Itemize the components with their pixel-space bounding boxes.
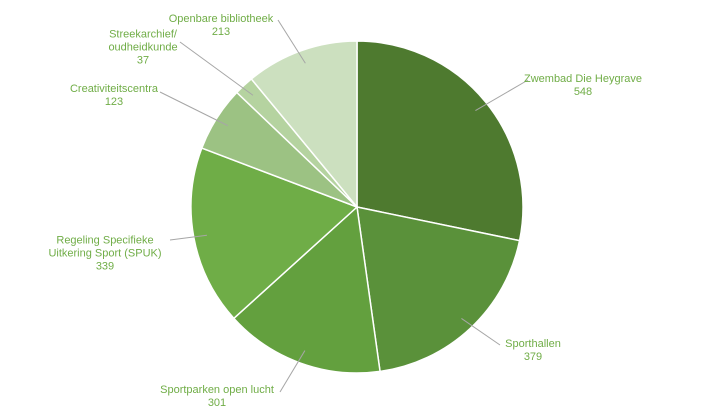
leader-line [179, 41, 254, 96]
leader-line [277, 19, 306, 64]
category-label: Creativiteitscentra [69, 83, 159, 95]
value-label: 339 [95, 260, 115, 273]
slice-label: Zwembad Die Heygrave 548 [513, 73, 653, 99]
slice-label: Sportparken open lucht 301 [137, 384, 297, 410]
value-label: 301 [207, 397, 227, 409]
category-label: Zwembad Die Heygrave [524, 73, 642, 85]
leader-line [279, 350, 306, 393]
leader-line [159, 91, 228, 127]
leader-line [475, 79, 529, 112]
pie-slice [250, 40, 358, 210]
slice-label: Regeling Specifieke Uitkering Sport (SPU… [43, 235, 168, 274]
slice-label: Streekarchief/ oudheidkunde 37 [103, 29, 183, 68]
value-label: 213 [211, 26, 231, 38]
pie-slice [356, 206, 521, 373]
category-label: Sportparken open lucht [160, 384, 274, 396]
category-label: Sporthallen [505, 338, 561, 350]
pie-slice [356, 40, 524, 242]
value-label: 123 [104, 96, 124, 108]
slice-label: Openbare bibliotheek 213 [151, 13, 291, 39]
category-label: Regeling Specifieke Uitkering Sport (SPU… [48, 234, 162, 260]
value-label: 548 [573, 86, 593, 98]
value-label: 37 [136, 54, 150, 67]
pie-slice [190, 147, 359, 320]
category-label: Streekarchief/ oudheidkunde [108, 28, 178, 54]
pie-slice [232, 205, 381, 374]
value-label: 379 [523, 351, 543, 363]
leader-line [169, 234, 207, 241]
leader-line [461, 318, 501, 346]
slice-label: Creativiteitscentra 123 [54, 83, 174, 109]
slice-label: Sporthallen 379 [483, 338, 583, 364]
category-label: Openbare bibliotheek [168, 13, 274, 25]
